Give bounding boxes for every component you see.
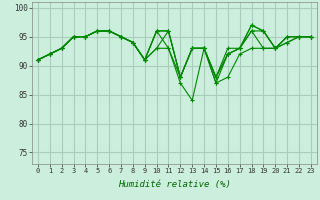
- X-axis label: Humidité relative (%): Humidité relative (%): [118, 180, 231, 189]
